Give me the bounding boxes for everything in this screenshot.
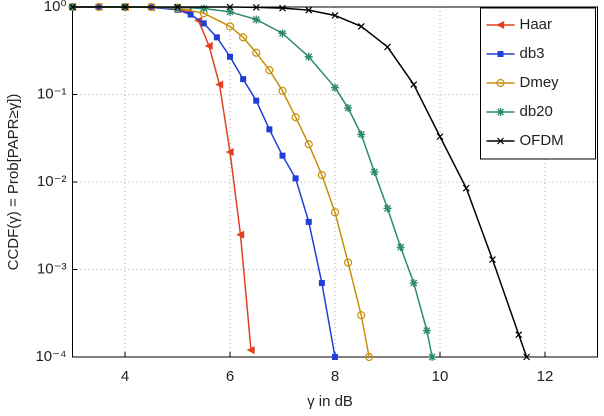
marker [266, 126, 273, 133]
marker [357, 130, 366, 139]
x-tick-label: 4 [121, 368, 129, 385]
y-tick-label: 10⁻⁴ [35, 348, 66, 365]
legend-label: Haar [520, 16, 553, 33]
y-tick-label: 10⁰ [44, 0, 67, 15]
series-line [72, 6, 528, 358]
marker [246, 346, 255, 355]
marker [357, 22, 365, 30]
x-tick-label: 8 [331, 368, 339, 385]
marker [496, 78, 505, 88]
marker [489, 256, 496, 263]
y-tick-label: 10⁻¹ [37, 85, 67, 102]
marker [331, 12, 339, 19]
marker [236, 230, 245, 239]
marker [199, 4, 208, 13]
marker [523, 353, 531, 361]
marker [370, 168, 379, 177]
marker [496, 20, 505, 30]
marker [213, 34, 220, 41]
marker [305, 218, 312, 225]
marker [357, 311, 366, 320]
marker [121, 3, 129, 11]
marker [253, 97, 260, 104]
marker [304, 140, 313, 149]
marker [187, 11, 194, 18]
marker [344, 104, 353, 113]
y-tick-label: 10⁻² [37, 173, 67, 190]
marker [344, 258, 353, 267]
marker [436, 133, 444, 141]
marker [410, 81, 418, 88]
marker [279, 4, 286, 12]
y-axis-label: CCDF(γ) = Prob[PAPR≥γ]) [5, 94, 22, 271]
marker [252, 15, 261, 24]
marker [174, 3, 181, 11]
marker [225, 22, 235, 31]
marker [318, 280, 325, 287]
x-tick-label: 6 [226, 368, 234, 385]
x-tick-label: 10 [432, 368, 449, 385]
legend: Haar db3 Dmey db20 OFDM [480, 7, 596, 160]
marker [305, 6, 313, 14]
marker [409, 279, 418, 288]
marker [396, 243, 405, 252]
x-axis-label: γ in dB [307, 393, 353, 410]
x-tick-label: 12 [537, 368, 554, 385]
marker [226, 7, 234, 16]
marker [278, 29, 287, 38]
marker [239, 33, 248, 42]
marker [365, 352, 374, 362]
marker [317, 170, 326, 180]
y-tick-label: 10⁻³ [37, 260, 67, 277]
marker [69, 3, 76, 11]
marker [515, 331, 523, 339]
marker [227, 53, 233, 60]
marker [204, 41, 213, 50]
marker [278, 86, 287, 95]
marker [497, 51, 504, 57]
marker [383, 204, 392, 213]
marker [428, 353, 437, 361]
marker [332, 354, 338, 360]
marker [496, 108, 505, 116]
marker [462, 184, 470, 192]
legend-label: Dmey [520, 74, 560, 91]
marker [240, 76, 247, 83]
marker [497, 137, 504, 145]
marker [304, 52, 313, 61]
marker [384, 43, 391, 51]
legend-label: OFDM [520, 132, 564, 149]
marker [279, 152, 286, 159]
marker [252, 48, 261, 57]
marker [331, 83, 339, 92]
marker [252, 3, 260, 11]
marker [225, 148, 234, 157]
legend-label: db3 [520, 45, 545, 62]
marker [330, 208, 340, 217]
marker [265, 66, 274, 75]
marker [226, 3, 234, 11]
marker [200, 20, 207, 27]
marker [292, 175, 299, 182]
marker [291, 113, 300, 122]
marker [215, 80, 224, 89]
marker [422, 326, 431, 335]
legend-label: db20 [520, 103, 553, 120]
